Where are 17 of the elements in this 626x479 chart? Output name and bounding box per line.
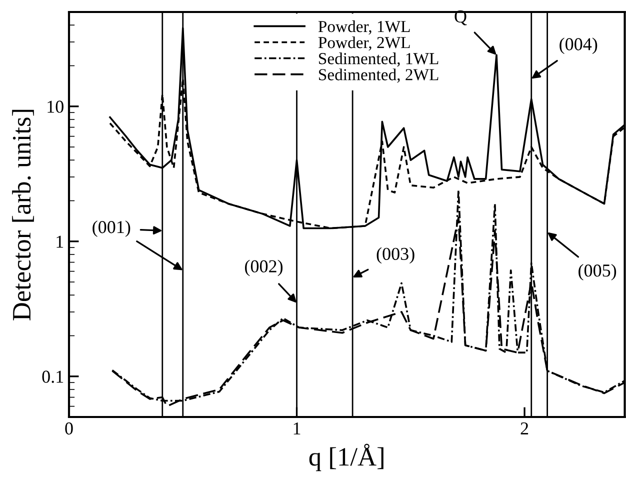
legend-label: Powder, 1WL [318, 20, 410, 35]
x-axis-title: q [1/Å] [309, 444, 384, 472]
x-tick-label: 2 [520, 422, 528, 434]
y-axis-title: Detector [arb. units] [12, 110, 34, 320]
x-tick-label: 0 [65, 422, 73, 435]
x-tick-label: 1 [294, 422, 300, 434]
legend-label: Powder, 2WL [318, 36, 410, 51]
y-tick-label: 10 [48, 100, 64, 113]
legend-label: Sedimented, 1WL [319, 52, 438, 67]
annotation: (003) [376, 247, 414, 264]
y-tick-label: 1 [56, 236, 64, 248]
y-tick-label: 0.1 [42, 370, 64, 383]
legend-label: Sedimented, 2WL [319, 68, 438, 83]
annotation: (004) [560, 38, 598, 54]
annotation: (005) [578, 264, 616, 280]
annotation: (001) [92, 220, 130, 237]
annotation: (002) [245, 260, 283, 276]
